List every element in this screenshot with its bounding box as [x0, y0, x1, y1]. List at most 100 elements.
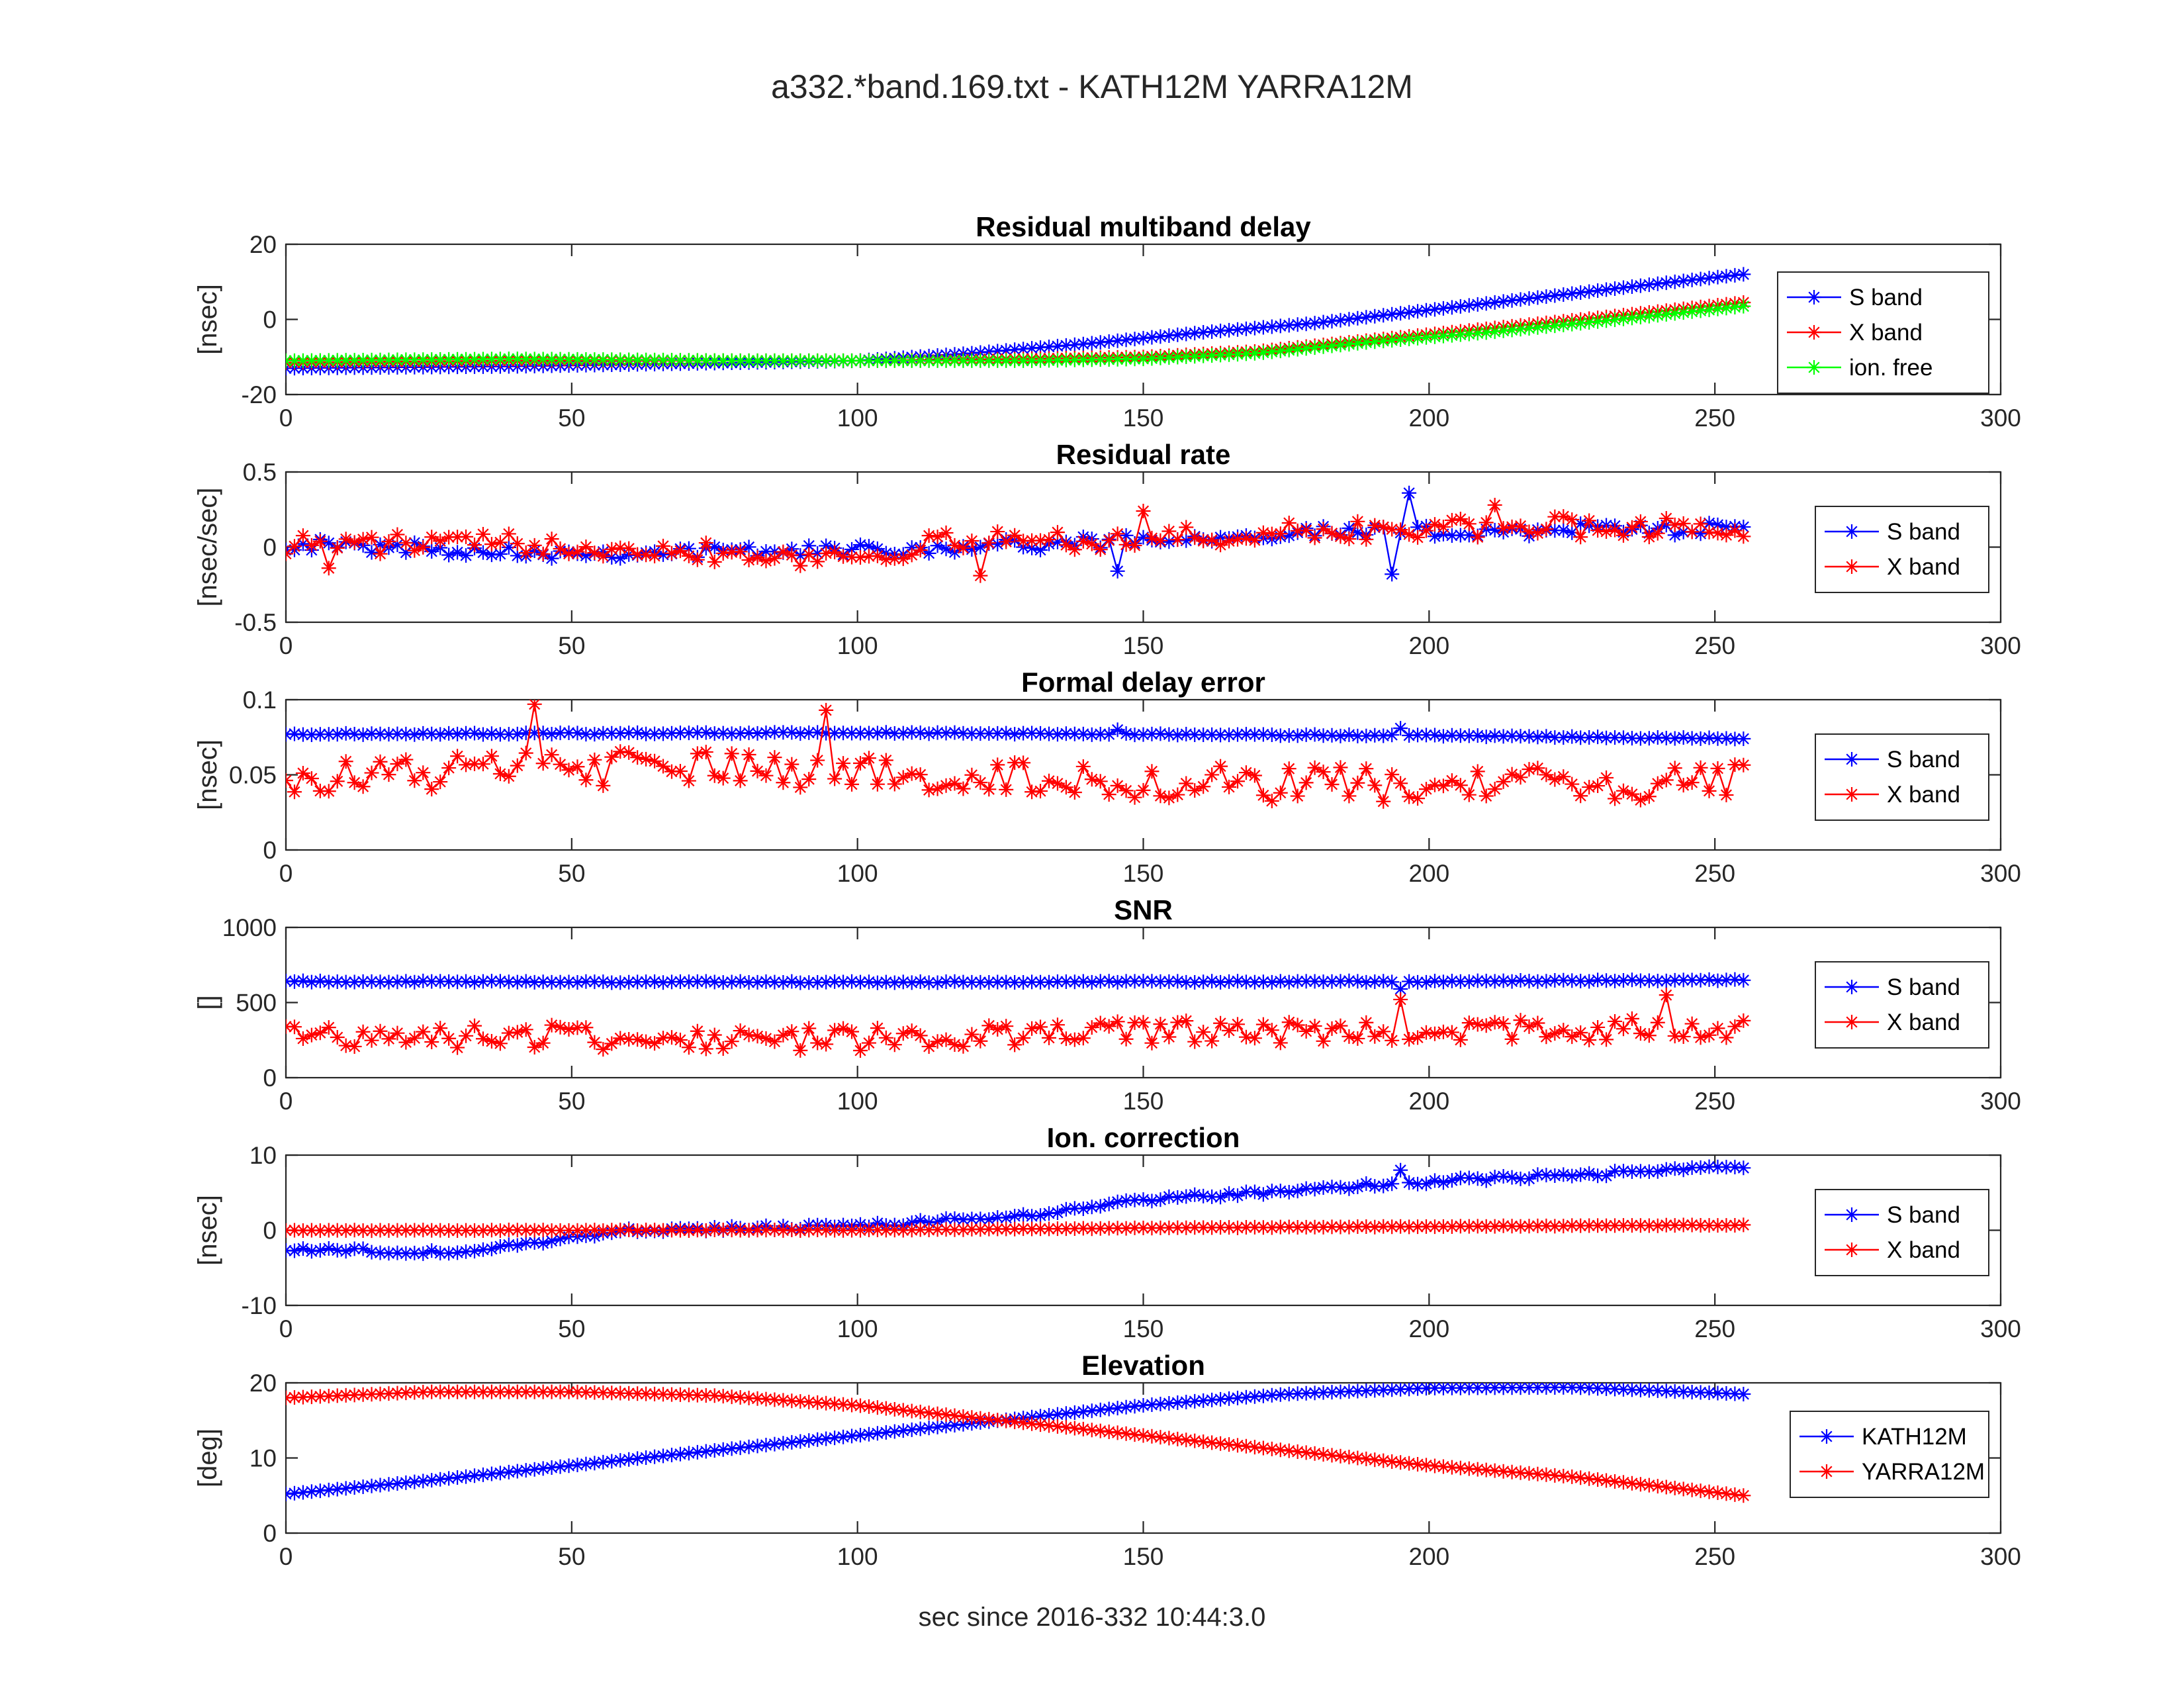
data-point	[1016, 726, 1031, 741]
data-point	[1050, 338, 1065, 353]
data-point	[424, 543, 439, 559]
data-point	[544, 1233, 559, 1248]
data-point	[801, 547, 817, 562]
data-point	[1230, 774, 1246, 789]
data-point	[1342, 1181, 1357, 1196]
data-point	[1153, 329, 1168, 344]
data-point	[1496, 1383, 1511, 1395]
data-point	[861, 1035, 876, 1051]
data-point	[904, 1223, 919, 1238]
data-point	[1264, 319, 1279, 334]
data-point	[304, 727, 319, 743]
data-point	[1247, 1440, 1262, 1455]
data-point	[904, 1403, 919, 1419]
data-point	[1573, 730, 1588, 745]
data-point	[801, 1395, 817, 1410]
data-point	[647, 352, 662, 367]
data-point	[630, 1386, 645, 1401]
data-point	[355, 1479, 371, 1494]
data-point	[492, 1466, 508, 1481]
data-point	[441, 974, 457, 989]
data-point	[1513, 729, 1528, 744]
data-point	[1067, 337, 1082, 352]
data-point	[295, 528, 310, 543]
data-point	[1075, 1201, 1091, 1216]
data-point	[1333, 1018, 1348, 1033]
data-point	[1101, 787, 1116, 802]
data-point	[819, 974, 834, 990]
data-point	[981, 1411, 997, 1427]
data-point	[1110, 352, 1125, 367]
data-point	[1582, 1166, 1597, 1181]
data-point	[810, 1432, 825, 1447]
data-point	[484, 1466, 499, 1481]
x-tick-label: 100	[837, 1315, 878, 1342]
data-point	[981, 344, 997, 359]
data-point	[330, 1481, 345, 1497]
data-point	[398, 1385, 414, 1401]
data-point	[1170, 327, 1185, 342]
data-point	[1590, 1168, 1606, 1184]
data-point	[321, 1482, 336, 1497]
data-point	[878, 1223, 893, 1238]
data-point	[810, 353, 825, 368]
data-point	[527, 538, 542, 553]
data-point	[921, 1039, 936, 1054]
y-tick-label: 0	[263, 1520, 277, 1547]
data-point	[1556, 1023, 1571, 1038]
x-tick-label: 300	[1980, 1088, 2021, 1115]
data-point	[1016, 755, 1031, 771]
data-point	[596, 1223, 611, 1239]
data-point	[930, 975, 945, 990]
data-point	[930, 1419, 945, 1434]
data-point	[801, 538, 817, 553]
data-point	[895, 1423, 911, 1438]
data-point	[938, 778, 954, 793]
data-point	[450, 1040, 465, 1055]
data-point	[767, 353, 782, 368]
data-point	[724, 726, 739, 741]
data-point	[1435, 520, 1451, 535]
data-point	[407, 1474, 422, 1489]
data-point	[1410, 1176, 1426, 1192]
data-point	[1170, 1431, 1185, 1446]
data-point	[1350, 1383, 1365, 1399]
data-point	[1058, 538, 1073, 553]
data-point	[587, 974, 602, 990]
data-point	[1324, 727, 1340, 743]
data-point	[1213, 1190, 1228, 1205]
data-point	[1238, 1389, 1253, 1405]
data-point	[1255, 320, 1271, 335]
data-point	[1736, 520, 1751, 535]
data-point	[1084, 1020, 1099, 1035]
data-point	[930, 1406, 945, 1421]
x-tick-label: 300	[1980, 1315, 2021, 1342]
data-point	[1238, 1029, 1253, 1045]
data-point	[1402, 485, 1417, 500]
data-point	[450, 352, 465, 367]
data-point	[1444, 1460, 1459, 1475]
data-point	[613, 1222, 628, 1237]
data-point	[1702, 1484, 1717, 1499]
data-point	[1033, 1208, 1048, 1223]
data-point	[1402, 728, 1417, 743]
data-point	[1127, 974, 1142, 989]
data-point	[1316, 339, 1331, 354]
data-point	[1608, 1164, 1623, 1179]
data-point	[973, 1033, 988, 1049]
data-point	[1222, 347, 1237, 362]
data-point	[518, 545, 533, 561]
data-point	[801, 975, 817, 990]
data-point	[793, 975, 808, 990]
data-point	[1281, 318, 1297, 333]
data-point	[1007, 528, 1023, 543]
data-point	[956, 1417, 971, 1432]
data-point	[647, 549, 662, 564]
data-point	[390, 1025, 405, 1041]
data-point	[904, 1023, 919, 1039]
data-point	[312, 1389, 328, 1404]
data-point	[321, 1223, 336, 1238]
data-point	[801, 772, 817, 787]
data-point	[1461, 787, 1477, 802]
